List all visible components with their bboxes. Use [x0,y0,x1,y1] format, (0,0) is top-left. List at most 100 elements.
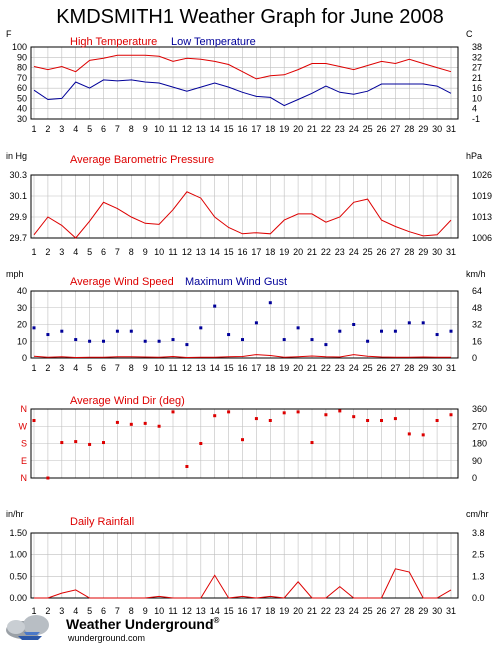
wind-speed-day-label: 1 [31,363,36,373]
wind-speed-day-label: 30 [432,363,442,373]
wind-dir-point [393,417,397,421]
rainfall-right-tick: 2.5 [472,550,485,560]
pressure-day-label: 18 [265,247,275,257]
wind-speed-day-label: 23 [335,363,345,373]
wind-speed-day-label: 16 [237,363,247,373]
rainfall-day-label: 24 [349,606,359,616]
wind-speed-point [338,329,342,333]
wind-dir-right-tick: 360 [472,404,487,414]
wind-speed-left-tick: 40 [17,286,27,296]
wind-speed-day-label: 12 [182,363,192,373]
wind-dir-point [102,441,105,445]
temperature-series-line [33,79,452,107]
pressure-day-label: 1 [31,247,36,257]
rainfall-left-tick: 0.00 [9,593,27,603]
wind-speed-day-label: 17 [251,363,261,373]
rainfall-right-tick: 0.0 [472,593,485,603]
temperature-left-tick: 100 [12,42,27,52]
wind-dir-point [185,465,189,468]
temperature-day-label: 21 [307,124,317,134]
temperature-day-label: 19 [279,124,289,134]
wind-speed-day-label: 18 [265,363,275,373]
pressure-day-label: 30 [432,247,442,257]
pressure-day-label: 2 [45,247,50,257]
pressure-series-line [33,191,452,239]
pressure-frame [30,174,459,239]
rainfall-left-tick: 1.00 [9,550,27,560]
temperature-day-label: 16 [237,124,247,134]
rainfall-day-label: 26 [376,606,386,616]
rainfall-day-label: 23 [335,606,345,616]
wind-speed-point [46,333,50,337]
wind-speed-day-label: 21 [307,363,317,373]
pressure-day-label: 24 [349,247,359,257]
wind-speed-day-label: 2 [45,363,50,373]
pressure-day-label: 6 [101,247,106,257]
wind-speed-point [366,339,370,343]
rainfall-day-label: 16 [237,606,247,616]
temperature-right-tick: 16 [472,83,482,93]
wind-speed-point [185,343,189,347]
wind-speed-point [199,326,203,330]
rainfall-day-label: 19 [279,606,289,616]
pressure-right-tick: 1006 [472,233,492,243]
rainfall-day-label: 27 [390,606,400,616]
rainfall-right-tick: 1.3 [472,571,485,581]
wind-speed-day-label: 5 [87,363,92,373]
temperature-right-tick: 10 [472,93,482,103]
wind-speed-right-tick: 32 [472,320,482,330]
wind-speed-day-label: 28 [404,363,414,373]
pressure-day-label: 21 [307,247,317,257]
temperature-day-label: 23 [335,124,345,134]
rainfall-day-label: 12 [182,606,192,616]
rainfall-day-label: 17 [251,606,261,616]
pressure-day-label: 12 [182,247,192,257]
wind-speed-point [393,329,397,333]
wind-speed-point [88,339,92,343]
pressure-day-label: 14 [210,247,220,257]
rainfall-day-label: 14 [210,606,220,616]
wind-speed-right-tick: 0 [472,353,477,363]
wind-speed-point [282,338,286,342]
rainfall-day-label: 13 [196,606,206,616]
rainfall-frame [30,532,459,599]
wind-dir-point [254,417,258,421]
wind-speed-point [310,338,314,342]
temperature-day-label: 26 [376,124,386,134]
temperature-day-label: 22 [321,124,331,134]
temperature-day-label: 30 [432,124,442,134]
wind-speed-day-label: 4 [73,363,78,373]
pressure-day-label: 23 [335,247,345,257]
wind-dir-left-tick: N [21,404,28,414]
temperature-day-label: 29 [418,124,428,134]
temperature-day-label: 17 [251,124,261,134]
wind-dir-point [171,410,175,414]
rainfall-left-tick: 0.50 [9,571,27,581]
temperature-day-label: 9 [143,124,148,134]
wind-speed-point [268,301,272,305]
rainfall-left-tick: 1.50 [9,528,27,538]
wind-speed-point [157,339,161,343]
wind-speed-right-tick: 64 [472,286,482,296]
temperature-left-tick: 60 [17,83,27,93]
temperature-left-tick: 70 [17,73,27,83]
wind-speed-day-label: 20 [293,363,303,373]
wind-speed-right-unit: km/h [466,269,486,279]
temperature-right-tick: -1 [472,114,480,124]
wind-dir-point [88,442,92,446]
wind-dir-right-tick: 270 [472,421,487,431]
pressure-right-tick: 1026 [472,170,492,180]
wind-dir-point [380,419,383,422]
wind-dir-right-tick: 90 [472,456,482,466]
weather-underground-logo: Weather Underground® wunderground.com [2,612,242,644]
wind-speed-day-label: 6 [101,363,106,373]
pressure-right-unit: hPa [466,151,482,161]
pressure-title: Average Barometric Pressure [70,154,214,166]
temperature-left-tick: 30 [17,114,27,124]
wind-dir-title: Average Wind Dir (deg) [70,395,185,407]
wind-dir-point [241,438,244,442]
temperature-left-tick: 50 [17,93,27,103]
wind-dir-left-tick: N [21,473,28,483]
rainfall-title: Daily Rainfall [70,516,134,528]
temperature-right-tick: 32 [472,52,482,62]
